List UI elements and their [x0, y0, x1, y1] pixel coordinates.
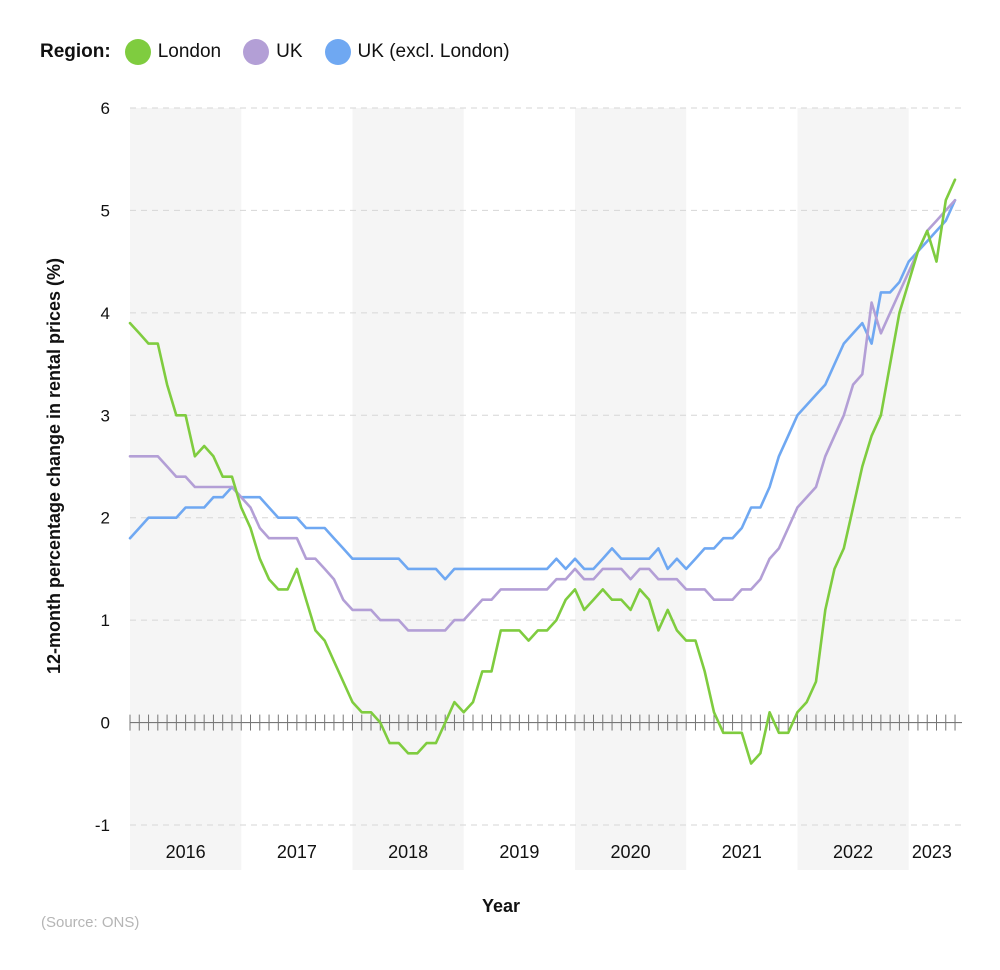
y-tick-label: 2: [101, 509, 110, 528]
y-tick-label: 5: [101, 201, 110, 220]
year-band-2020: [574, 108, 687, 870]
y-tick-label: 3: [101, 406, 110, 425]
x-tick-label: 2016: [166, 842, 206, 862]
year-bands: [130, 108, 909, 870]
zero-axis: [129, 714, 962, 731]
y-tick-label: 6: [101, 99, 110, 118]
series-line-london: [128, 178, 957, 765]
year-band-2022: [797, 108, 909, 870]
chart-legend: Region: London UK UK (excl. London): [40, 36, 532, 68]
x-tick-label: 2021: [722, 842, 762, 862]
legend-label-uk: UK: [276, 41, 303, 62]
y-tick-label: 0: [101, 714, 110, 733]
series-lines: [128, 178, 957, 765]
x-tick-label: 2020: [611, 842, 651, 862]
legend-item-london[interactable]: London: [124, 39, 222, 65]
year-band-2016: [130, 108, 242, 870]
y-axis-label: 12-month percentage change in rental pri…: [44, 258, 64, 674]
y-tick-label: -1: [95, 816, 110, 835]
x-axis-label: Year: [482, 896, 520, 916]
legend-label-uk-excl-london: UK (excl. London): [357, 41, 510, 62]
x-tick-label: 2017: [277, 842, 317, 862]
x-tick-labels: 2016 2017 2018 2019 2020 2021 2022 2023: [166, 842, 952, 862]
year-band-2018: [352, 108, 464, 870]
legend-swatch-uk: [243, 39, 270, 65]
legend-item-uk-excl-london[interactable]: UK (excl. London): [324, 39, 510, 65]
legend-swatch-uk-excl-london: [324, 39, 351, 65]
x-tick-label: 2018: [388, 842, 428, 862]
source-note: (Source: ONS): [41, 914, 140, 931]
y-tick-labels: -1 0 1 2 3 4 5 6: [95, 99, 110, 835]
y-tick-label: 1: [101, 611, 110, 630]
y-tick-label: 4: [101, 304, 110, 323]
legend-swatch-london: [124, 39, 151, 65]
x-tick-label: 2022: [833, 842, 873, 862]
legend-item-uk[interactable]: UK: [243, 39, 303, 65]
legend-title: Region:: [40, 41, 111, 62]
x-tick-label: 2023: [912, 842, 952, 862]
series-line-uk: [128, 198, 957, 632]
series-line-uk-excl-london: [128, 198, 957, 581]
legend-label-london: London: [157, 41, 222, 62]
x-tick-label: 2019: [499, 842, 539, 862]
